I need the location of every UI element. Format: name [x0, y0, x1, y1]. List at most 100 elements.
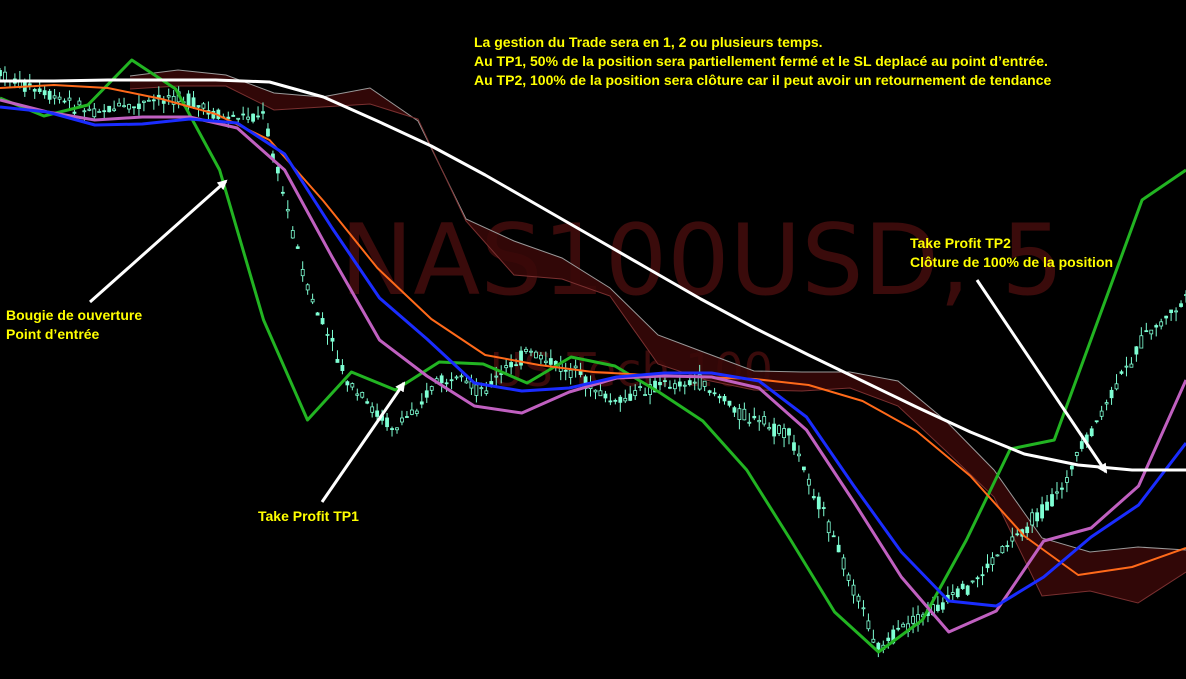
- candle-body: [385, 417, 389, 428]
- candle-body: [697, 374, 702, 390]
- candle-body: [816, 496, 821, 510]
- candle-body: [682, 384, 687, 387]
- candle-body: [360, 391, 365, 398]
- candle-body: [519, 350, 523, 366]
- candle-body: [757, 419, 762, 423]
- candle-body: [310, 298, 315, 303]
- indicator-lines: [0, 58, 1186, 654]
- candle-body: [122, 105, 126, 108]
- candle-body: [762, 416, 767, 425]
- candle-body: [414, 410, 419, 414]
- candle-body: [538, 354, 543, 360]
- candle-body: [429, 386, 434, 391]
- candle-body: [375, 410, 380, 417]
- candle-body: [1094, 420, 1099, 423]
- candle-body: [1129, 363, 1134, 368]
- candle-body: [419, 401, 424, 405]
- candle-body: [52, 95, 57, 99]
- candle-body: [1159, 321, 1164, 327]
- candle-body: [940, 602, 945, 610]
- candle-body: [727, 400, 732, 406]
- candle-body: [370, 406, 375, 413]
- candle-body: [1099, 410, 1104, 417]
- candle-body: [692, 381, 697, 384]
- candle-body: [102, 110, 107, 113]
- candle-body: [717, 395, 722, 399]
- candle-body: [911, 615, 915, 624]
- candle-body: [985, 563, 990, 569]
- candle-body: [1134, 346, 1139, 355]
- candle-body: [1005, 545, 1010, 547]
- candle-body: [1030, 512, 1035, 526]
- candle-body: [608, 400, 613, 403]
- candle-body: [226, 116, 231, 120]
- candle-body: [112, 108, 117, 111]
- candle-body: [57, 96, 62, 100]
- candle-body: [32, 89, 37, 92]
- candle-body: [643, 394, 648, 396]
- candle-body: [1079, 441, 1084, 449]
- candle-body: [672, 383, 677, 390]
- candle-body: [236, 117, 241, 120]
- candle-body: [821, 507, 826, 509]
- candle-body: [1114, 383, 1119, 390]
- candle-body: [742, 408, 747, 421]
- candle-body: [151, 99, 156, 102]
- candle-body: [613, 399, 618, 402]
- candle-body: [866, 620, 871, 630]
- orange-moving-average-line: [0, 84, 1186, 576]
- candle-body: [1069, 465, 1074, 470]
- candle-body: [72, 111, 77, 114]
- candle-body: [653, 380, 657, 393]
- candle-body: [633, 390, 638, 397]
- candle-body: [246, 116, 251, 120]
- candle-body: [1144, 330, 1149, 333]
- entry-arrow: [89, 179, 228, 304]
- candle-body: [305, 284, 310, 291]
- cloud-fill: [130, 70, 1186, 603]
- candle-body: [251, 113, 255, 122]
- candle-body: [658, 382, 662, 386]
- candle-body: [1040, 504, 1044, 519]
- candle-body: [851, 584, 856, 596]
- candle-body: [479, 387, 484, 390]
- tp1-arrow: [320, 381, 406, 503]
- candle-body: [295, 246, 300, 249]
- candle-body: [831, 535, 836, 538]
- candle-body: [1124, 365, 1129, 368]
- candle-body: [325, 333, 330, 336]
- candle-body: [444, 382, 449, 385]
- candle-body: [37, 88, 42, 92]
- candle-body: [901, 623, 906, 628]
- candle-body: [787, 428, 791, 436]
- candle-body: [275, 166, 280, 174]
- candle-body: [77, 100, 82, 106]
- candle-body: [826, 521, 831, 534]
- candle-body: [320, 318, 325, 325]
- candle-body: [1104, 402, 1109, 405]
- candle-body: [1065, 477, 1069, 483]
- candle-body: [712, 392, 717, 395]
- candle-body: [806, 478, 811, 486]
- candle-body: [146, 99, 151, 102]
- candle-body: [186, 93, 191, 106]
- candle-body: [618, 396, 623, 403]
- candle-body: [861, 607, 866, 610]
- candle-body: [62, 100, 67, 103]
- candle-body: [1179, 303, 1183, 307]
- candle-body: [1055, 491, 1059, 494]
- candle-body: [42, 90, 47, 96]
- candle-body: [737, 408, 742, 420]
- candle-body: [524, 348, 528, 352]
- candle-body: [241, 113, 246, 116]
- candle-body: [1089, 428, 1094, 437]
- entry-candle-note: Bougie de ouverture Point d’entrée: [6, 307, 143, 342]
- candle-body: [405, 416, 409, 418]
- candle-body: [593, 389, 598, 393]
- candle-body: [350, 383, 355, 388]
- candle-body: [365, 401, 370, 404]
- candle-body: [1149, 329, 1154, 335]
- candle-body: [161, 100, 166, 104]
- candle-body: [504, 365, 509, 369]
